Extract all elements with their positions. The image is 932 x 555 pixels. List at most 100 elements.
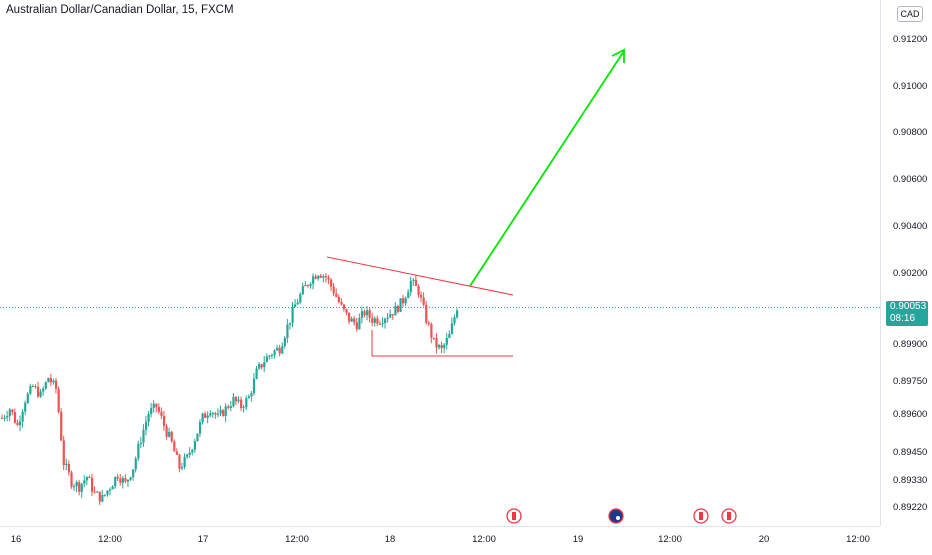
candles [1,273,459,505]
candle-body [75,482,78,487]
candle-body [389,314,392,318]
candle-body [13,412,17,423]
candle-body [180,467,184,469]
time-tick-label: 12:00 [472,534,496,545]
candle-body [283,337,286,347]
descending-trendline[interactable] [326,256,514,296]
candle-body [430,324,433,338]
candle-body [119,478,122,483]
candle-body [114,476,117,487]
candle-body [85,476,89,481]
symbol-title[interactable]: Australian Dollar/Canadian Dollar, 15, F… [6,4,234,16]
candle-body [294,304,297,307]
candle-body [124,478,127,482]
currency-badge[interactable]: CAD [897,6,923,22]
candle-body [11,409,14,413]
bar-countdown: 08:16 [890,313,916,324]
candle-body [240,399,243,409]
candle-body [234,396,238,402]
time-tick-label: 12:00 [285,534,309,545]
drawings[interactable] [326,48,625,357]
candle-body [160,411,163,417]
candle-body [368,310,371,318]
candle-body [409,280,412,293]
candle-body [137,443,140,459]
candle-body [404,298,407,304]
time-tick-label: 12:00 [98,534,122,545]
candle-body [21,411,24,422]
candle-body [224,406,227,417]
time-tick-label: 17 [198,534,209,545]
candle-body [440,345,443,349]
price-axis[interactable]: 0.91200 0.91000 0.90800 0.90600 0.90400 0.902… [880,0,928,526]
candle-body [312,276,315,284]
candle-body [376,318,379,324]
candle-body [8,409,11,417]
candle-body [394,305,397,316]
projection-arrow[interactable] [469,48,625,287]
candle-body [260,364,263,368]
candle-body [44,382,47,389]
candle-body [49,378,53,383]
time-tick-label: 16 [11,534,22,545]
candle-body [165,426,168,437]
time-tick-label: 19 [573,534,584,545]
candle-body [273,350,276,355]
candle-body [108,489,112,491]
candle-body [270,354,274,356]
candle-body [453,317,456,324]
candle-body [24,402,27,412]
price-tick-label: 0.90200 [893,268,927,279]
candle-body [412,279,415,281]
candle-body [358,317,361,330]
candle-body [314,276,317,279]
candle-body [317,275,320,279]
candle-body [57,388,60,413]
candle-body [391,314,394,316]
candle-body [414,279,418,287]
price-tick-label: 0.90600 [893,174,927,185]
candle-body [427,322,430,325]
candle-body [121,478,125,483]
candle-body [417,286,420,295]
candle-body [186,454,189,457]
candle-body [18,421,22,425]
candle-body [332,286,335,294]
last-price-label: 0.90053 08:16 [886,301,928,326]
candle-body [296,302,299,305]
candle-body [152,403,155,408]
candle-body [232,396,235,407]
candle-body [90,477,94,492]
price-tick-label: 0.89450 [893,447,927,458]
price-tick-label: 0.91000 [893,81,927,92]
candle-body [425,304,428,323]
candle-body [173,441,176,452]
candle-body [448,333,451,338]
event-ca-icon[interactable] [506,508,522,524]
candle-body [132,469,135,478]
price-tick-label: 0.89330 [893,475,927,486]
candle-body [150,407,153,414]
candle-body [355,322,358,330]
economic-events[interactable] [506,508,737,524]
candle-body [378,323,382,325]
time-tick-label: 20 [759,534,770,545]
candle-body [299,294,302,303]
candle-body [237,399,240,402]
candle-body [142,429,145,443]
candle-body [445,337,448,345]
time-axis[interactable]: 16 12:00 17 12:00 18 12:00 19 12:00 20 12:00 [0,526,880,546]
candle-body [188,452,191,455]
candle-body [88,476,91,478]
candle-body [255,368,258,379]
event-au-icon[interactable] [608,508,624,524]
candle-body [3,417,6,419]
candle-body [337,296,340,303]
candle-body [345,309,348,313]
price-tick-label: 0.90800 [893,127,927,138]
event-ca-icon[interactable] [721,508,737,524]
event-ca-icon[interactable] [693,508,709,524]
candle-body [42,388,45,392]
